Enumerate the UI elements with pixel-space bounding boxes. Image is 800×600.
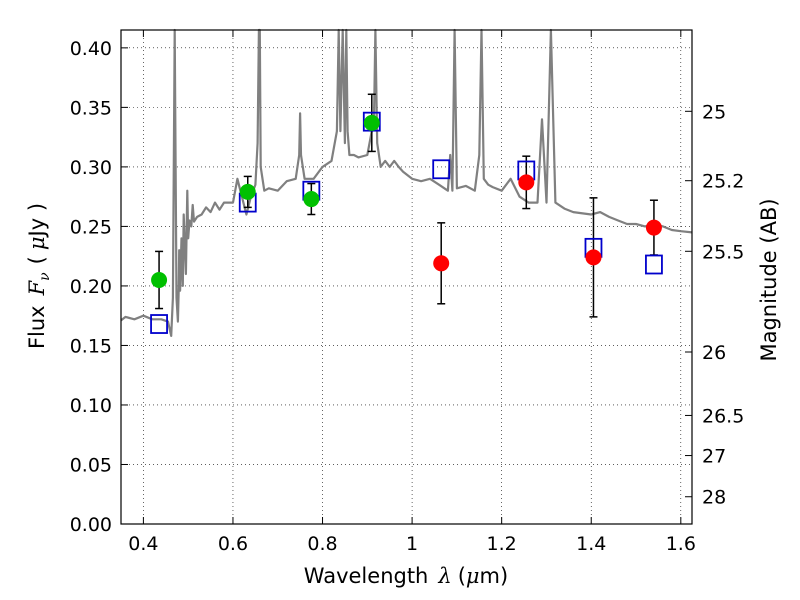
y-tick-label: 0.10 — [70, 395, 112, 417]
x-tick-label: 1.2 — [487, 533, 517, 555]
magnitude-tick-label: 26 — [702, 342, 726, 364]
x-axis-label-unit-open: ( — [458, 564, 466, 588]
nir-point — [518, 174, 535, 191]
model-flux-square — [645, 254, 663, 275]
y-axis-label-unit-open: ( — [25, 256, 49, 264]
magnitude-tick-label: 25.5 — [702, 241, 744, 263]
magnitude-tick-label: 28 — [702, 487, 726, 509]
optical-point — [363, 114, 380, 131]
y-tick-label: 0.25 — [70, 216, 112, 238]
y-tick-label: 0.30 — [70, 157, 112, 179]
y-tick-label: 0.15 — [70, 335, 112, 357]
y-axis-label: Flux Fν ( μJy ) — [25, 203, 53, 349]
magnitude-tick-label: 27 — [702, 446, 726, 468]
magnitude-axis-ticks: 25 25.2 25.5 26 26.5 27 28 — [685, 101, 744, 509]
x-axis-label-unit-rest: m) — [480, 564, 509, 588]
y-tick-label: 0.05 — [70, 454, 112, 476]
x-axis-ticks: 0.4 0.6 0.8 1 1.2 1.4 1.6 — [128, 30, 696, 555]
magnitude-tick-label: 25 — [702, 101, 726, 123]
x-axis-label-unit-mu: μ — [466, 564, 480, 588]
y-tick-label: 0.20 — [70, 276, 112, 298]
y-axis-ticks: 0.00 0.05 0.10 0.15 0.20 0.25 0.30 0.35 0.40 — [70, 38, 128, 536]
x-axis-label-prefix: Wavelength — [304, 564, 429, 588]
model-flux-square — [150, 314, 168, 334]
marker-layer — [150, 111, 663, 334]
y-axis-label-unit-mu: μ — [25, 236, 49, 250]
x-axis-label-symbol: λ — [437, 564, 451, 588]
nir-point — [433, 255, 450, 272]
y-tick-label: 0.35 — [70, 97, 112, 119]
optical-point — [303, 191, 320, 208]
x-tick-label: 1.4 — [576, 533, 606, 555]
y-axis-label-prefix: Flux — [25, 305, 49, 349]
optical-point — [151, 271, 168, 288]
y-axis-label-subscript: ν — [37, 272, 53, 281]
magnitude-axis-label: Magnitude (AB) — [757, 198, 781, 361]
model-flux-square — [432, 159, 451, 180]
x-axis-label: Wavelength λ (μm) — [304, 564, 508, 588]
magnitude-tick-label: 26.5 — [702, 405, 744, 427]
model-spectrum-line — [120, 28, 693, 337]
x-tick-label: 0.6 — [218, 533, 248, 555]
y-tick-label: 0.00 — [70, 514, 112, 536]
magnitude-tick-label: 25.2 — [702, 171, 744, 193]
x-tick-label: 1 — [406, 533, 418, 555]
nir-point — [585, 249, 602, 266]
optical-point — [239, 183, 256, 200]
y-axis-label-symbol: F — [25, 279, 49, 296]
x-tick-label: 0.4 — [128, 533, 158, 555]
y-tick-label: 0.40 — [70, 38, 112, 60]
nir-point — [645, 219, 662, 236]
plot-frame — [120, 29, 693, 525]
x-tick-label: 0.8 — [307, 533, 337, 555]
x-tick-label: 1.6 — [666, 533, 696, 555]
model-spectrum-layer — [120, 28, 693, 337]
y-axis-label-unit-rest: Jy ) — [25, 203, 49, 239]
